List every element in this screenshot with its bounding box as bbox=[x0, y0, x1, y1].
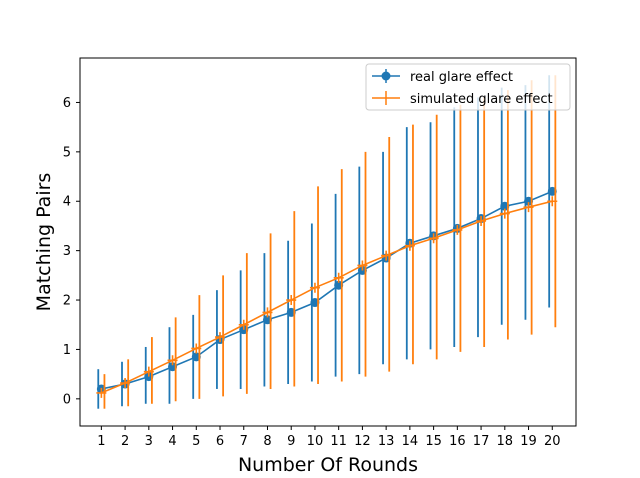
data-point bbox=[96, 387, 107, 398]
y-tick-label: 4 bbox=[63, 195, 71, 210]
x-tick-label: 17 bbox=[473, 434, 490, 449]
legend-label-real: real glare effect bbox=[410, 70, 513, 85]
y-axis-label: Matching Pairs bbox=[33, 173, 55, 312]
plot-frame bbox=[79, 57, 577, 427]
data-point bbox=[167, 355, 178, 366]
x-tick-label: 7 bbox=[240, 434, 248, 449]
legend-handle-simulated bbox=[372, 91, 400, 105]
data-point bbox=[452, 224, 463, 235]
data-point bbox=[286, 295, 297, 306]
data-point bbox=[476, 216, 487, 227]
series-simulated-glare-effect bbox=[96, 75, 558, 409]
x-tick-label: 6 bbox=[216, 434, 224, 449]
x-axis-label: Number Of Rounds bbox=[238, 454, 418, 476]
data-point bbox=[309, 282, 320, 293]
y-tick-label: 6 bbox=[63, 96, 71, 111]
data-point bbox=[404, 240, 415, 251]
x-tick-label: 1 bbox=[97, 434, 105, 449]
data-point bbox=[238, 319, 249, 330]
y-axis: 0 1 2 3 4 5 6 bbox=[63, 96, 80, 407]
data-point bbox=[523, 202, 534, 213]
x-tick-label: 10 bbox=[307, 434, 324, 449]
x-tick-label: 19 bbox=[520, 434, 537, 449]
y-tick-label: 1 bbox=[63, 343, 71, 358]
x-tick-label: 4 bbox=[168, 434, 176, 449]
x-tick-label: 2 bbox=[121, 434, 129, 449]
data-point bbox=[381, 250, 392, 261]
x-tick-label: 20 bbox=[544, 434, 561, 449]
data-point bbox=[143, 366, 154, 377]
legend-label-simulated: simulated glare effect bbox=[410, 92, 553, 107]
legend: real glare effect simulated glare effect bbox=[365, 63, 571, 111]
x-tick-label: 3 bbox=[145, 434, 153, 449]
data-point bbox=[428, 233, 439, 244]
series-layer bbox=[96, 75, 558, 409]
y-tick-label: 2 bbox=[63, 294, 71, 309]
data-point bbox=[215, 332, 226, 343]
data-point bbox=[191, 343, 202, 354]
x-tick-label: 18 bbox=[497, 434, 514, 449]
data-point bbox=[357, 260, 368, 271]
legend-box bbox=[365, 63, 571, 111]
x-tick-label: 14 bbox=[402, 434, 419, 449]
x-tick-label: 11 bbox=[330, 434, 347, 449]
x-tick-label: 12 bbox=[354, 434, 371, 449]
x-tick-label: 15 bbox=[425, 434, 442, 449]
series-line bbox=[101, 200, 553, 394]
data-point bbox=[120, 378, 131, 389]
data-point bbox=[499, 208, 510, 219]
data-point bbox=[333, 272, 344, 283]
y-tick-label: 5 bbox=[63, 145, 71, 160]
legend-handle-real bbox=[372, 69, 400, 83]
x-tick-label: 8 bbox=[263, 434, 271, 449]
y-tick-label: 3 bbox=[63, 244, 71, 259]
x-tick-label: 16 bbox=[449, 434, 466, 449]
data-point bbox=[262, 307, 273, 318]
x-tick-label: 13 bbox=[378, 434, 395, 449]
data-point bbox=[547, 196, 558, 207]
x-tick-label: 5 bbox=[192, 434, 200, 449]
y-tick-label: 0 bbox=[63, 392, 71, 407]
x-tick-label: 9 bbox=[287, 434, 295, 449]
x-axis: 1 2 3 4 5 6 7 8 9 10 11 12 13 14 15 16 17 18 19 20 bbox=[97, 426, 561, 449]
